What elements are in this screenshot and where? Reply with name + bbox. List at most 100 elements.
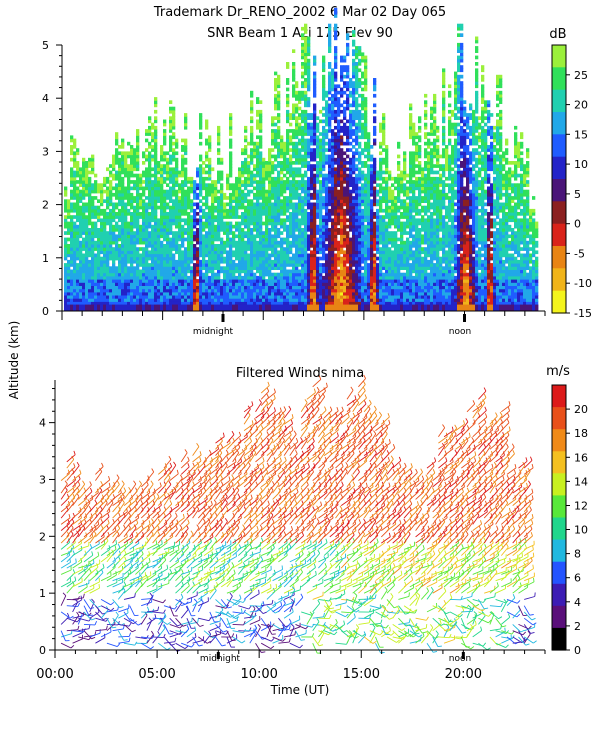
snr-cell bbox=[205, 263, 209, 267]
snr-cell bbox=[235, 295, 239, 299]
snr-cell bbox=[94, 272, 98, 277]
snr-cell bbox=[304, 52, 308, 57]
snr-cell bbox=[250, 237, 254, 242]
snr-cell bbox=[199, 263, 203, 267]
snr-cell bbox=[229, 116, 233, 120]
snr-cell bbox=[310, 151, 314, 156]
snr-cell bbox=[355, 199, 359, 203]
snr-cell bbox=[148, 125, 152, 130]
snr-cell bbox=[304, 65, 308, 69]
snr-cell bbox=[259, 183, 263, 187]
snr-cell bbox=[352, 215, 356, 219]
snr-cell bbox=[307, 263, 311, 267]
snr-cell bbox=[331, 192, 335, 197]
snr-cell bbox=[349, 183, 353, 187]
snr-cell bbox=[292, 272, 296, 277]
snr-cell bbox=[343, 151, 347, 156]
snr-cell bbox=[184, 298, 188, 302]
snr-cell bbox=[199, 183, 203, 187]
snr-cell bbox=[139, 282, 143, 286]
snr-cell bbox=[91, 202, 95, 207]
snr-cell bbox=[247, 221, 251, 226]
snr-cell bbox=[79, 205, 83, 210]
snr-cell bbox=[316, 275, 320, 280]
snr-cell bbox=[217, 215, 221, 219]
snr-cell bbox=[112, 285, 116, 290]
snr-cell bbox=[88, 180, 92, 184]
snr-cell bbox=[355, 164, 359, 168]
snr-cell bbox=[169, 253, 173, 258]
snr-cell bbox=[298, 234, 302, 239]
snr-cell bbox=[88, 279, 92, 283]
snr-cell bbox=[142, 208, 146, 213]
snr-cell bbox=[337, 173, 341, 178]
snr-cell bbox=[190, 301, 194, 306]
snr-cell bbox=[85, 234, 89, 239]
snr-cell bbox=[229, 279, 233, 283]
snr-cell bbox=[331, 93, 335, 98]
snr-cell bbox=[319, 151, 323, 156]
snr-cell bbox=[265, 298, 269, 302]
snr-cell bbox=[334, 231, 338, 235]
snr-cell bbox=[97, 218, 101, 223]
snr-cell bbox=[169, 208, 173, 213]
snr-cell bbox=[160, 224, 164, 229]
snr-cell bbox=[313, 240, 317, 245]
snr-cell bbox=[274, 93, 278, 98]
snr-cell bbox=[157, 237, 161, 242]
snr-cell bbox=[139, 192, 143, 197]
snr-cell bbox=[250, 291, 254, 296]
snr-cell bbox=[346, 97, 350, 101]
snr-cell bbox=[352, 170, 356, 175]
snr-cell bbox=[307, 259, 311, 264]
snr-cell bbox=[286, 269, 290, 274]
snr-cell bbox=[202, 263, 206, 267]
snr-cell bbox=[331, 212, 335, 216]
snr-cell bbox=[229, 170, 233, 175]
snr-cell bbox=[148, 234, 152, 239]
snr-cell bbox=[268, 247, 272, 251]
snr-cell bbox=[265, 176, 269, 181]
snr-cell bbox=[355, 189, 359, 194]
snr-cell bbox=[145, 173, 149, 178]
snr-cell bbox=[160, 272, 164, 277]
snr-cell bbox=[94, 205, 98, 210]
snr-cell bbox=[322, 81, 326, 85]
snr-cell bbox=[166, 221, 170, 226]
snr-cell bbox=[76, 205, 80, 210]
snr-cell bbox=[205, 202, 209, 207]
snr-cell bbox=[127, 250, 131, 255]
snr-cell bbox=[106, 263, 110, 267]
snr-cell bbox=[235, 298, 239, 302]
snr-cell bbox=[346, 291, 350, 296]
snr-cell bbox=[169, 244, 173, 248]
snr-cell bbox=[199, 157, 203, 162]
snr-cell bbox=[97, 266, 101, 270]
snr-cell bbox=[148, 279, 152, 283]
snr-cell bbox=[223, 208, 227, 213]
snr-cell bbox=[223, 259, 227, 264]
snr-cell bbox=[199, 215, 203, 219]
snr-cell bbox=[226, 253, 230, 258]
snr-cell bbox=[145, 237, 149, 242]
snr-cell bbox=[355, 68, 359, 73]
snr-cell bbox=[250, 295, 254, 299]
snr-cell bbox=[316, 154, 320, 159]
snr-cell bbox=[127, 288, 131, 293]
snr-cell bbox=[334, 224, 338, 229]
snr-cell bbox=[178, 256, 182, 261]
snr-cell bbox=[85, 291, 89, 296]
snr-cell bbox=[202, 288, 206, 293]
snr-cell bbox=[331, 87, 335, 92]
snr-cell bbox=[88, 244, 92, 248]
snr-cell bbox=[337, 250, 341, 255]
snr-cell bbox=[145, 247, 149, 251]
snr-cell bbox=[67, 208, 71, 213]
snr-cell bbox=[199, 266, 203, 270]
snr-cell bbox=[250, 298, 254, 302]
snr-cell bbox=[310, 282, 314, 286]
snr-cell bbox=[343, 186, 347, 191]
snr-cell bbox=[304, 39, 308, 44]
snr-cell bbox=[331, 279, 335, 283]
snr-cell bbox=[292, 154, 296, 159]
